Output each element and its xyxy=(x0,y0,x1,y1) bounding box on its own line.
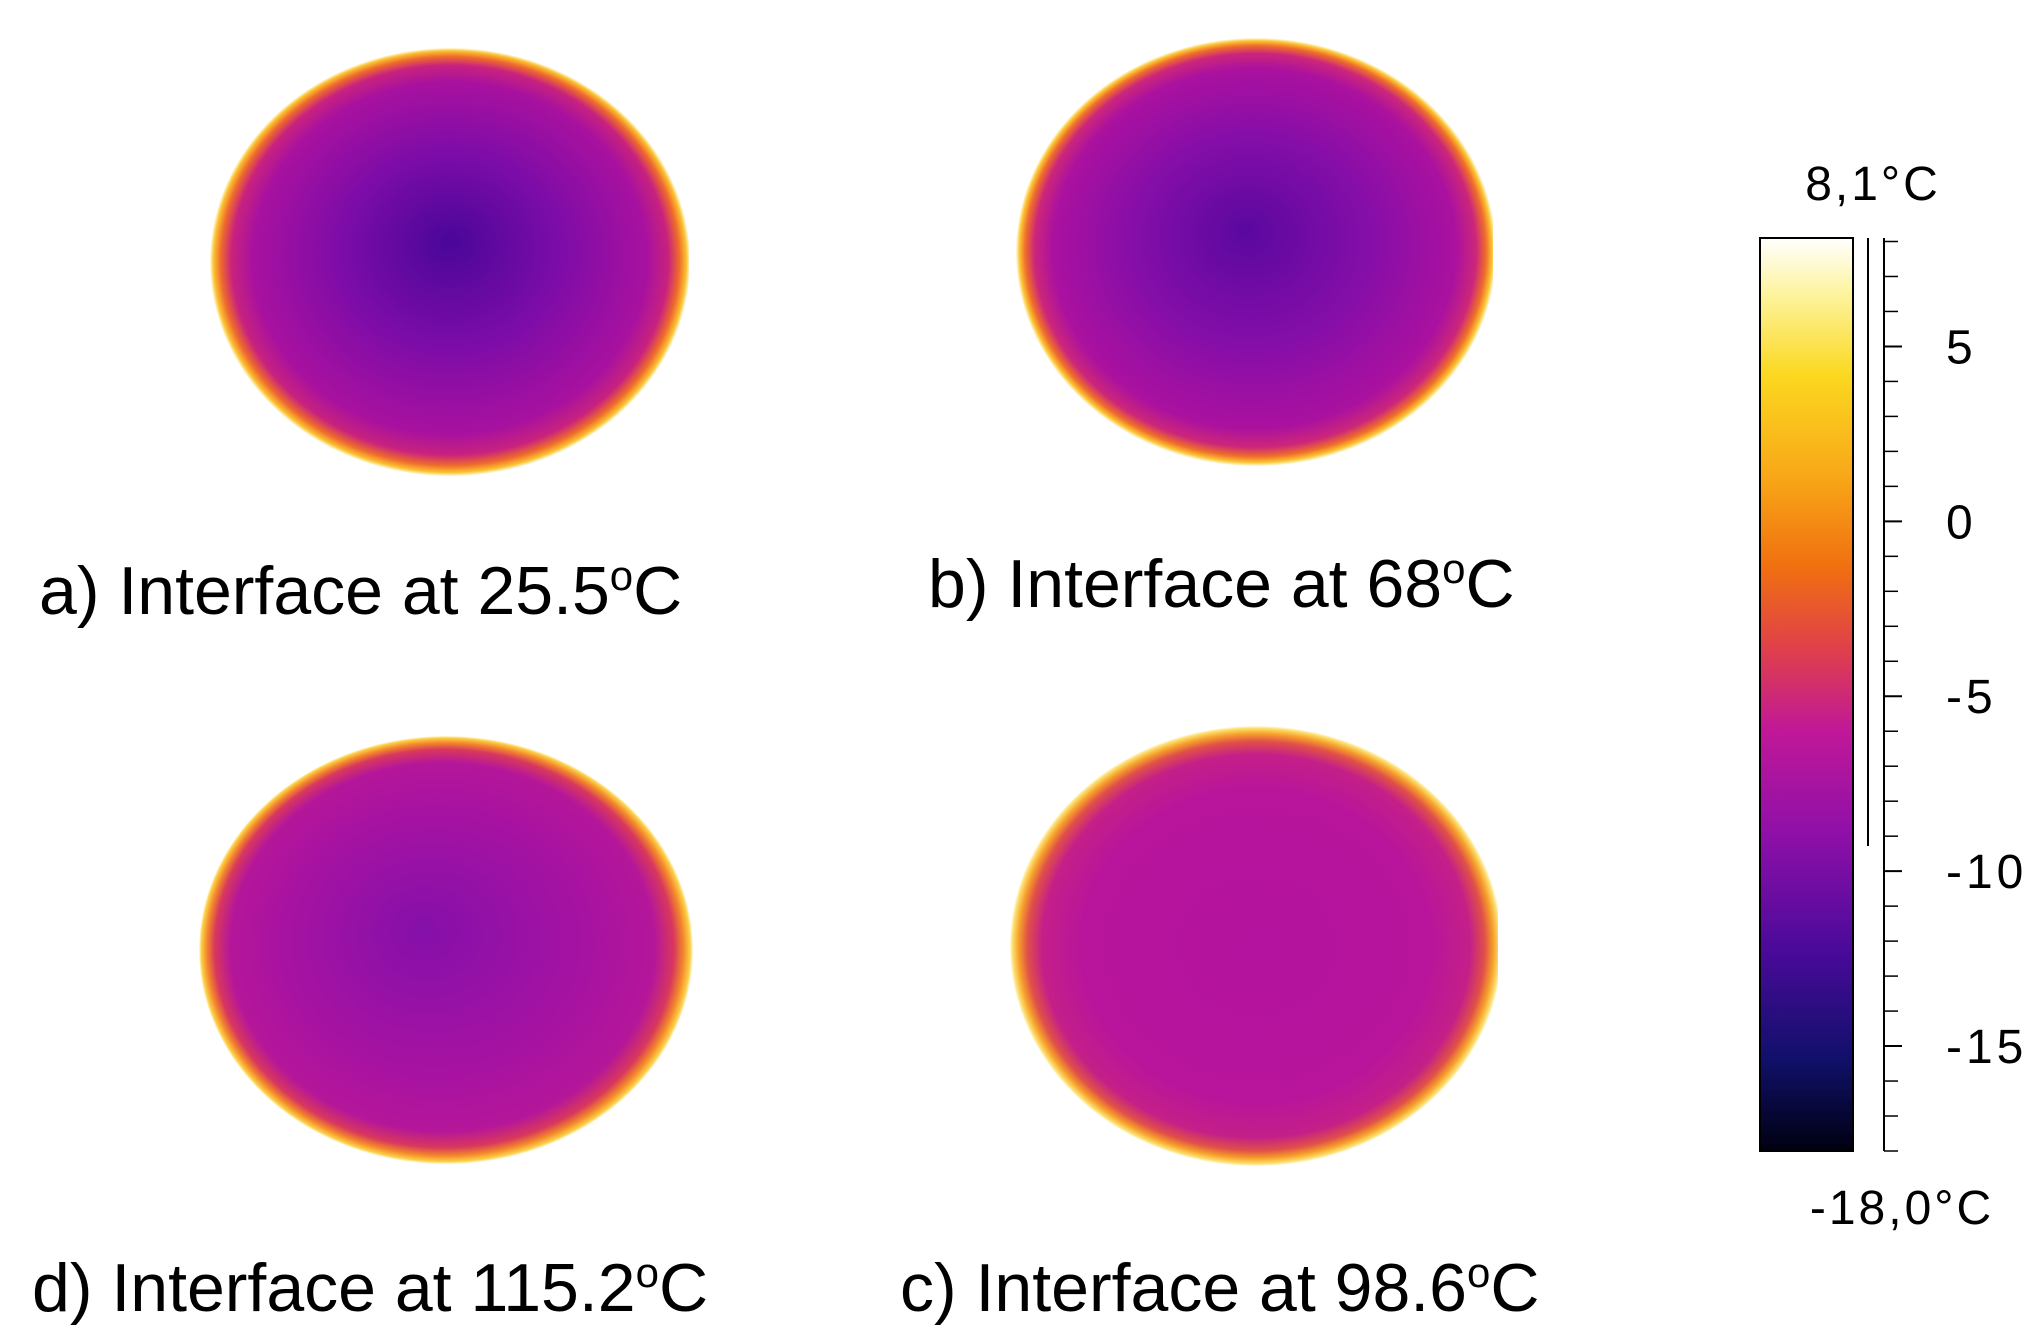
caption-superscript: o xyxy=(1442,545,1465,592)
caption-superscript: o xyxy=(636,1249,659,1296)
thermal-image-a xyxy=(210,48,689,476)
caption-unit: C xyxy=(633,553,682,629)
caption-text: d) Interface at 115.2 xyxy=(32,1250,636,1325)
colorbar-axis: 8,1°C -18,0°C 5 0 -5 -10 -15 xyxy=(1805,158,2026,1235)
caption-text: b) Interface at 68 xyxy=(928,546,1442,622)
colorbar-tick-label: 5 xyxy=(1946,321,1977,374)
captions: a) Interface at 25.5oC b) Interface at 68… xyxy=(32,545,1539,1325)
panel-caption: c) Interface at 98.6oC xyxy=(900,1249,1539,1325)
caption-superscript: o xyxy=(610,552,633,599)
thermal-image-d xyxy=(199,736,693,1164)
caption-text: c) Interface at 98.6 xyxy=(900,1250,1467,1325)
colorbar-tick-label: -5 xyxy=(1946,671,1997,724)
colorbar-tick-label: 0 xyxy=(1946,496,1977,549)
caption-unit: C xyxy=(1465,546,1514,622)
caption-unit: C xyxy=(1490,1250,1539,1325)
thermal-image-b xyxy=(1016,38,1493,466)
colorbar-tick-label: -10 xyxy=(1946,846,2026,899)
colorbar xyxy=(1759,237,1854,1152)
thermal-image-c xyxy=(1010,726,1498,1166)
caption-unit: C xyxy=(659,1250,708,1325)
colorbar-max-label: 8,1°C xyxy=(1805,158,1941,211)
caption-superscript: o xyxy=(1467,1249,1490,1296)
colorbar-tick-label: -15 xyxy=(1946,1021,2026,1074)
caption-text: a) Interface at 25.5 xyxy=(39,553,610,629)
panel-caption: a) Interface at 25.5oC xyxy=(39,552,682,629)
panel-caption: d) Interface at 115.2oC xyxy=(32,1249,708,1325)
panel-caption: b) Interface at 68oC xyxy=(928,545,1515,622)
colorbar-min-label: -18,0°C xyxy=(1810,1182,1994,1235)
